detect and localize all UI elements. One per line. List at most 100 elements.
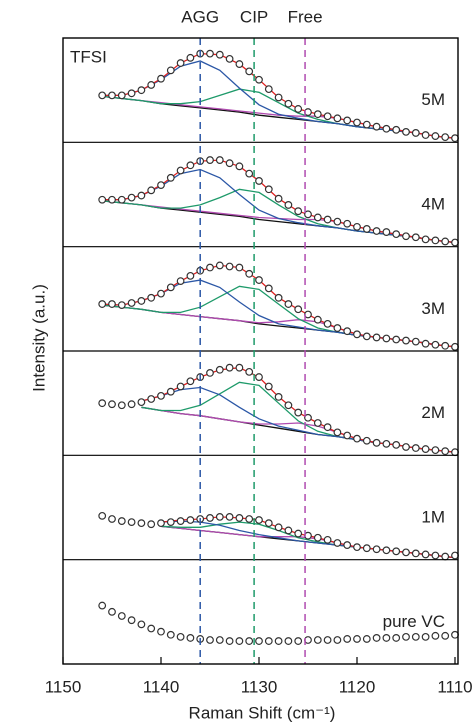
data-point	[294, 529, 303, 538]
data-point	[137, 297, 146, 305]
data-point	[215, 50, 224, 59]
data-point	[362, 635, 371, 643]
data-point	[382, 546, 391, 555]
data-point	[323, 535, 332, 544]
data-point	[166, 518, 175, 527]
data-point	[353, 222, 361, 231]
data-point	[108, 91, 116, 100]
data-point	[127, 193, 136, 202]
data-point	[411, 337, 420, 346]
data-point	[108, 195, 116, 204]
data-point	[157, 627, 165, 636]
data-point	[147, 395, 156, 403]
panel-label: 5M	[421, 90, 445, 109]
y-axis-label: Intensity (a.u.)	[29, 284, 48, 392]
x-tick-label: 1120	[339, 677, 376, 696]
data-point	[235, 162, 244, 171]
x-tick-label: 1150	[45, 677, 82, 696]
data-point	[411, 233, 420, 242]
data-point	[215, 636, 224, 644]
data-point	[382, 228, 391, 236]
data-point	[313, 110, 322, 119]
data-point	[264, 637, 273, 645]
data-point	[421, 445, 430, 453]
data-point	[323, 319, 332, 328]
x-tick-label: 1130	[241, 677, 278, 696]
data-point	[421, 235, 430, 244]
data-point	[431, 132, 440, 140]
data-point	[264, 185, 273, 194]
data-point	[264, 382, 273, 391]
data-point	[274, 523, 283, 532]
data-point	[431, 446, 440, 455]
data-point	[372, 227, 381, 235]
data-point	[117, 301, 126, 309]
data-point	[323, 423, 332, 432]
data-point	[176, 59, 185, 67]
data-point	[441, 237, 450, 246]
data-point	[147, 293, 156, 302]
data-point	[98, 91, 107, 100]
data-point	[245, 67, 254, 76]
data-point	[353, 118, 361, 127]
data-point	[147, 81, 156, 89]
data-point	[166, 283, 175, 292]
data-point	[372, 634, 381, 642]
data-point	[274, 194, 283, 203]
data-point	[255, 373, 263, 381]
data-point	[343, 541, 352, 549]
data-point	[186, 516, 195, 524]
data-point	[294, 408, 303, 417]
data-point	[215, 365, 224, 374]
data-point	[98, 601, 107, 610]
corner-label: TFSI	[70, 47, 107, 66]
data-point	[137, 519, 146, 528]
data-point	[411, 549, 420, 558]
data-point	[372, 122, 381, 131]
data-point	[362, 332, 371, 341]
data-point	[235, 637, 244, 645]
data-point	[127, 616, 136, 625]
x-tick-label: 1110	[437, 677, 472, 696]
data-point	[166, 387, 175, 396]
data-point	[137, 398, 146, 407]
data-point	[147, 520, 156, 529]
data-point	[421, 131, 430, 139]
data-point	[402, 443, 410, 451]
data-point	[166, 630, 175, 639]
data-point	[225, 54, 234, 63]
data-point	[333, 636, 342, 644]
data-point	[137, 86, 146, 95]
data-point	[284, 201, 293, 209]
data-point	[255, 75, 263, 84]
data-point	[157, 74, 165, 83]
data-point	[431, 340, 440, 349]
x-axis-label: Raman Shift (cm⁻¹)	[189, 703, 336, 722]
data-point	[117, 195, 126, 204]
data-point	[245, 637, 254, 645]
data-point	[176, 632, 185, 641]
data-point	[137, 620, 146, 629]
reference-label: Free	[288, 7, 323, 26]
data-point	[235, 60, 244, 68]
data-point	[411, 129, 420, 137]
data-point	[441, 133, 450, 142]
data-point	[98, 399, 107, 408]
data-point	[372, 438, 381, 447]
data-point	[157, 181, 165, 190]
data-point	[206, 156, 214, 164]
data-point	[441, 631, 450, 640]
data-point	[108, 400, 116, 409]
data-point	[411, 632, 420, 641]
data-point	[255, 276, 263, 284]
data-point	[392, 634, 401, 642]
data-point	[353, 635, 361, 643]
data-point	[137, 191, 146, 200]
data-point	[421, 550, 430, 559]
data-point	[264, 519, 273, 528]
data-point	[441, 341, 450, 350]
data-point	[225, 159, 234, 168]
data-point	[333, 539, 342, 547]
data-point	[421, 632, 430, 641]
